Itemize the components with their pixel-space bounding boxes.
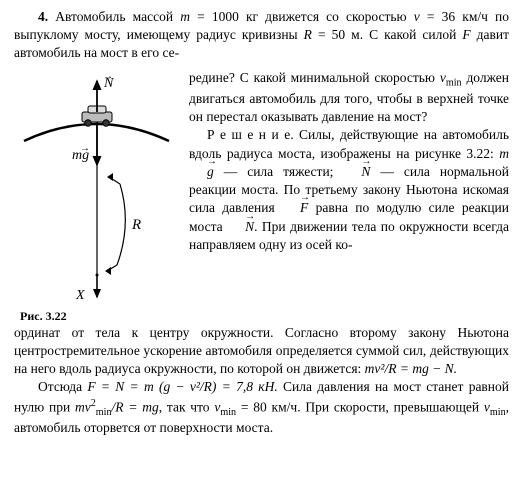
r-arrow-top: [107, 173, 113, 181]
solution-column: редине? С какой минимальной скоростью vm…: [189, 69, 509, 324]
radius-symbol: R: [304, 27, 312, 42]
physics-diagram: N → mg → R X: [14, 69, 179, 307]
n-arrow-over: →: [103, 71, 113, 82]
velocity-symbol: v: [414, 9, 420, 24]
top-point: [96, 122, 99, 125]
solution-label: Р е ш е н и е.: [207, 127, 294, 142]
n-vector-symbol-2: N: [227, 218, 254, 236]
problem-text-1: Автомобиль массой: [55, 9, 180, 24]
mass-value: = 1000 кг движется со скоростью: [197, 9, 414, 24]
m-symbol: m: [499, 146, 509, 161]
equation-1: mv²/R = mg − N.: [365, 361, 457, 376]
g-vector-symbol: g: [189, 163, 214, 181]
r-arrow-bot: [105, 267, 111, 275]
flow-paragraph-1: ординат от тела к центру окружности. Сог…: [14, 324, 509, 379]
x-label: X: [75, 288, 85, 303]
r-label: R: [131, 217, 141, 233]
question-continuation: редине? С какой минимальной скоростью vm…: [189, 69, 509, 127]
radius-value: = 50 м. С какой силой: [318, 27, 462, 42]
force-symbol: F: [462, 27, 470, 42]
flow-paragraph-2: Отсюда F = N = m (g − v²/R) = 7,8 кН. Си…: [14, 378, 509, 437]
figure-box: N → mg → R X: [14, 69, 179, 307]
flow-text-block: ординат от тела к центру окружности. Сог…: [14, 324, 509, 438]
problem-number: 4.: [38, 9, 48, 24]
mass-symbol: m: [180, 9, 190, 24]
r-indicator-arc: [117, 184, 125, 265]
center-point: [96, 273, 99, 276]
f-vector-symbol: F: [282, 199, 308, 217]
equation-2: F = N = m (g − v²/R) = 7,8 кН.: [87, 379, 277, 394]
figure-caption: Рис. 3.22: [14, 309, 179, 324]
mg-arrow-over: →: [80, 143, 90, 154]
solution-paragraph: Р е ш е н и е. Силы, действующие на авто…: [189, 126, 509, 254]
figure-column: N → mg → R X: [14, 69, 179, 324]
problem-statement: 4. Автомобиль массой m = 1000 кг движетс…: [14, 8, 509, 63]
n-vector-symbol: N: [343, 163, 370, 181]
content-row: N → m g → R X: [14, 69, 509, 324]
